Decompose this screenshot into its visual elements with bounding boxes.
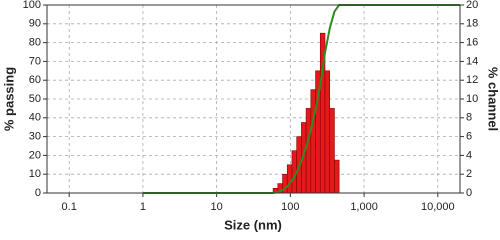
y-tick-label: 0 xyxy=(35,187,41,199)
cumulative-line xyxy=(142,4,460,194)
y-tick-label: 80 xyxy=(29,37,41,49)
x-axis-title: Size (nm) xyxy=(224,217,282,232)
y-tick-label: 50 xyxy=(29,93,41,105)
y-tick-label: 40 xyxy=(29,112,41,124)
y-tick-label: 90 xyxy=(29,18,41,30)
bar xyxy=(324,70,331,194)
y-tick-label: 100 xyxy=(23,0,41,11)
y-axis-title: % passing xyxy=(1,67,16,131)
y-tick-label: 70 xyxy=(29,55,41,67)
x-tick-label: 1 xyxy=(140,201,146,213)
y2-axis-title: % channel xyxy=(486,67,500,131)
y2-tick-label: 14 xyxy=(466,55,478,67)
y2-tick-label: 16 xyxy=(466,37,478,49)
y2-tick-label: 6 xyxy=(466,131,472,143)
bar xyxy=(305,108,312,194)
y2-tick-label: 8 xyxy=(466,112,472,124)
bar xyxy=(310,89,316,194)
y2-tick-label: 10 xyxy=(466,93,478,105)
y-tick-label: 10 xyxy=(29,168,41,180)
y-tick-label: 60 xyxy=(29,74,41,86)
bar xyxy=(329,108,335,194)
y2-tick-label: 18 xyxy=(466,18,478,30)
bar xyxy=(286,164,293,194)
y-tick-label: 20 xyxy=(29,149,41,161)
y2-tick-label: 4 xyxy=(466,149,472,161)
plot-frame xyxy=(46,4,461,194)
y2-tick-label: 2 xyxy=(466,168,472,180)
y2-tick-label: 20 xyxy=(466,0,478,11)
bar xyxy=(334,159,340,194)
y2-tick-label: 0 xyxy=(466,187,472,199)
y2-tick-label: 12 xyxy=(466,74,478,86)
y-tick-label: 30 xyxy=(29,131,41,143)
x-tick-label: 1,000 xyxy=(350,201,378,213)
x-tick-label: 10,000 xyxy=(421,201,455,213)
x-tick-label: 0.1 xyxy=(62,201,77,213)
x-tick-label: 10 xyxy=(211,201,223,213)
x-tick-label: 100 xyxy=(281,201,299,213)
